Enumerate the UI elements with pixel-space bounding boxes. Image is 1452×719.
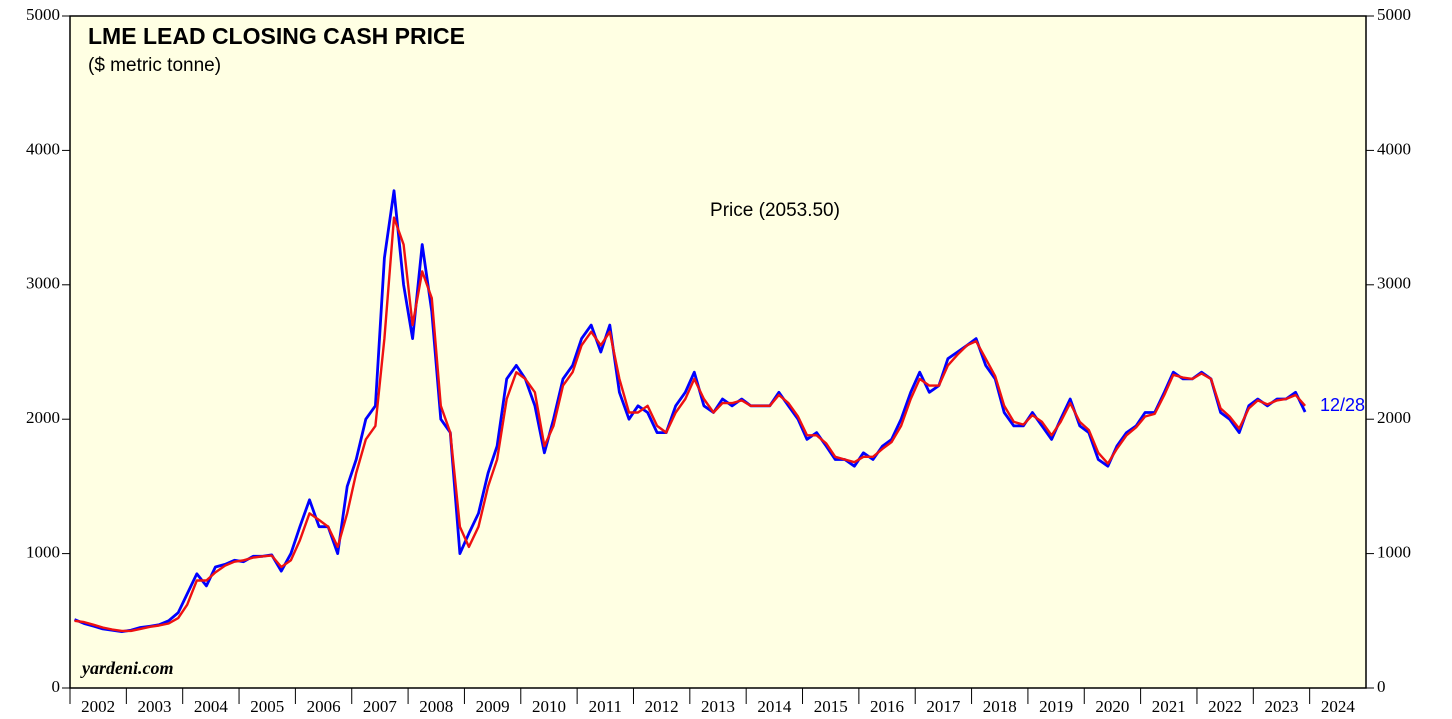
x-tick-label: 2010	[532, 697, 566, 716]
y-tick-label: 1000	[26, 543, 60, 562]
price-line	[73, 189, 1307, 633]
x-tick-label: 2019	[1039, 697, 1073, 716]
x-tick-label: 2022	[1208, 697, 1242, 716]
y-tick-label: 2000	[26, 408, 60, 427]
x-tick-label: 2023	[1264, 697, 1298, 716]
x-tick-label: 2020	[1095, 697, 1129, 716]
y-tick-label: 4000	[26, 139, 60, 158]
x-tick-label: 2018	[983, 697, 1017, 716]
y-tick-label: 5000	[26, 5, 60, 24]
y-tick-label: 0	[52, 677, 61, 696]
y2-tick-label: 2000	[1377, 408, 1411, 427]
plot-area	[69, 15, 1367, 689]
y2-tick-label: 4000	[1377, 139, 1411, 158]
x-tick-label: 2014	[757, 697, 792, 716]
x-tick-label: 2024	[1321, 697, 1356, 716]
x-tick-label: 2004	[194, 697, 229, 716]
price-line	[74, 216, 1307, 633]
x-tick-label: 2013	[701, 697, 735, 716]
source: yardeni.com	[80, 658, 174, 678]
x-tick-label: 2009	[476, 697, 510, 716]
chart-title: LME LEAD CLOSING CASH PRICE	[88, 23, 465, 49]
x-tick-label: 2016	[870, 697, 904, 716]
y2-tick-label: 0	[1377, 677, 1386, 696]
x-tick-label: 2008	[419, 697, 453, 716]
y-tick-label: 3000	[26, 274, 60, 293]
x-tick-label: 2015	[814, 697, 848, 716]
x-tick-label: 2011	[589, 697, 622, 716]
x-tick-label: 2021	[1152, 697, 1186, 716]
chart-subtitle: ($ metric tonne)	[88, 55, 221, 76]
x-tick-label: 2007	[363, 697, 398, 716]
y2-tick-label: 5000	[1377, 5, 1411, 24]
x-tick-label: 2002	[81, 697, 115, 716]
x-tick-label: 2005	[250, 697, 284, 716]
series-label: Price (2053.50)	[710, 200, 840, 221]
x-tick-label: 2006	[307, 697, 341, 716]
x-tick-label: 2012	[645, 697, 679, 716]
x-tick-label: 2017	[926, 697, 961, 716]
y2-tick-label: 3000	[1377, 274, 1411, 293]
y2-tick-label: 1000	[1377, 543, 1411, 562]
x-tick-label: 2003	[138, 697, 172, 716]
date-label: 12/28	[1320, 395, 1365, 415]
